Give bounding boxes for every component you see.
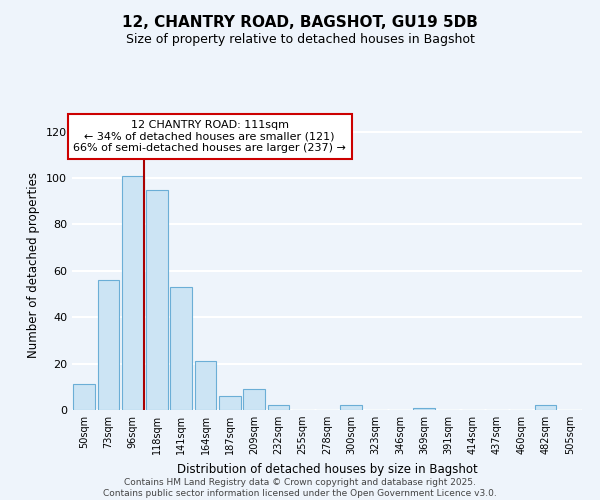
Text: Size of property relative to detached houses in Bagshot: Size of property relative to detached ho… <box>125 32 475 46</box>
Text: Contains HM Land Registry data © Crown copyright and database right 2025.
Contai: Contains HM Land Registry data © Crown c… <box>103 478 497 498</box>
X-axis label: Distribution of detached houses by size in Bagshot: Distribution of detached houses by size … <box>176 462 478 475</box>
Bar <box>97 280 119 410</box>
Y-axis label: Number of detached properties: Number of detached properties <box>28 172 40 358</box>
Text: 12, CHANTRY ROAD, BAGSHOT, GU19 5DB: 12, CHANTRY ROAD, BAGSHOT, GU19 5DB <box>122 15 478 30</box>
Bar <box>73 384 95 410</box>
Bar <box>219 396 241 410</box>
Text: 12 CHANTRY ROAD: 111sqm
← 34% of detached houses are smaller (121)
66% of semi-d: 12 CHANTRY ROAD: 111sqm ← 34% of detache… <box>73 120 346 153</box>
Bar <box>413 408 435 410</box>
Bar <box>194 362 217 410</box>
Bar <box>146 190 168 410</box>
Bar <box>122 176 143 410</box>
Bar <box>340 406 362 410</box>
Bar <box>268 406 289 410</box>
Bar <box>170 287 192 410</box>
Bar <box>243 389 265 410</box>
Bar <box>535 406 556 410</box>
